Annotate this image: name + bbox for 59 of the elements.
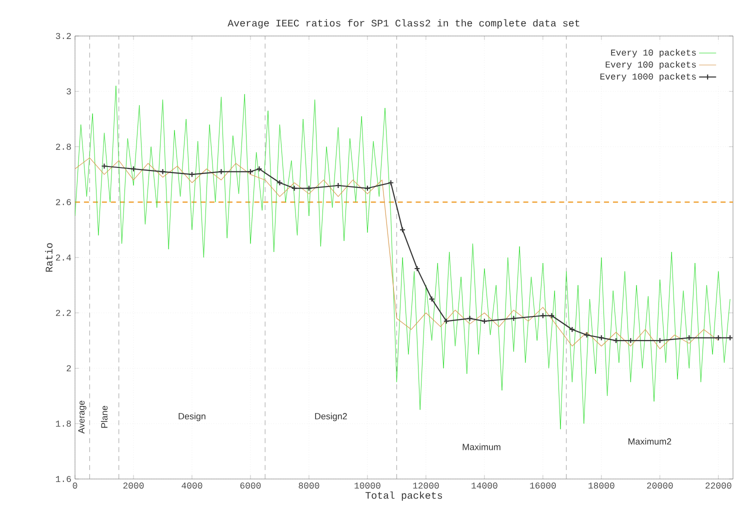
y-tick-label: 2.8	[56, 144, 71, 150]
chart-title: Average IEEC ratios for SP1 Class2 in the complete data set	[228, 19, 580, 28]
point	[364, 185, 370, 192]
x-tick-label: 20000	[647, 482, 673, 489]
y-tick-label: 2.2	[56, 310, 71, 316]
y-tick-label: 3.2	[56, 32, 71, 40]
x-tick-label: 12000	[413, 482, 439, 489]
point	[598, 334, 604, 341]
point	[715, 334, 722, 341]
x-tick-label: 6000	[240, 482, 261, 489]
y-tick-label: 1.8	[56, 420, 71, 427]
point	[388, 180, 394, 186]
x-tick-label: 10000	[354, 482, 380, 489]
point	[612, 338, 620, 344]
legend-label: Every 100 packets	[606, 61, 696, 70]
point	[247, 168, 254, 175]
point	[548, 312, 555, 319]
x-axis-title: Total packets	[366, 491, 442, 501]
x-tick-label: 8000	[298, 482, 320, 489]
x-tick-label: 2000	[123, 482, 144, 489]
point	[335, 182, 342, 189]
y-tick-label: 2	[66, 365, 71, 372]
y-tick-label: 2.4	[56, 254, 72, 260]
point	[686, 334, 692, 341]
annotation: Maximum	[462, 444, 500, 450]
x-tick-label: 4000	[182, 482, 202, 489]
point	[510, 315, 517, 322]
point	[256, 166, 262, 172]
point	[188, 171, 196, 178]
point	[218, 168, 224, 175]
annotation: Plane	[100, 406, 108, 428]
annotation: Design2	[315, 412, 347, 422]
x-tick-label: 14000	[472, 482, 498, 489]
point	[569, 326, 576, 333]
point	[584, 332, 590, 338]
y-axis-title: Ratio	[45, 243, 52, 272]
point	[540, 312, 546, 319]
legend-label: Every 1000 packets	[600, 72, 696, 82]
point	[400, 226, 406, 233]
x-tick-label: 22000	[706, 482, 732, 489]
y-tick-label: 3	[66, 88, 71, 94]
point	[414, 266, 420, 272]
point	[466, 315, 473, 322]
point	[481, 318, 488, 324]
point	[443, 318, 450, 324]
point	[276, 180, 283, 186]
point	[428, 296, 435, 302]
point	[291, 185, 298, 192]
y-tick-label: 2.6	[56, 199, 71, 206]
annotation: Maximum2	[628, 438, 672, 445]
legend-label: Every 10 packets	[611, 49, 696, 58]
annotation: Design	[178, 412, 206, 422]
annotation: Average	[78, 400, 86, 434]
point	[160, 168, 166, 175]
y-tick-label: 1.6	[56, 476, 71, 482]
x-tick-label: 16000	[530, 482, 556, 489]
x-tick-label: 18000	[588, 482, 614, 489]
point	[130, 166, 137, 172]
x-tick-label: 0	[72, 482, 78, 489]
